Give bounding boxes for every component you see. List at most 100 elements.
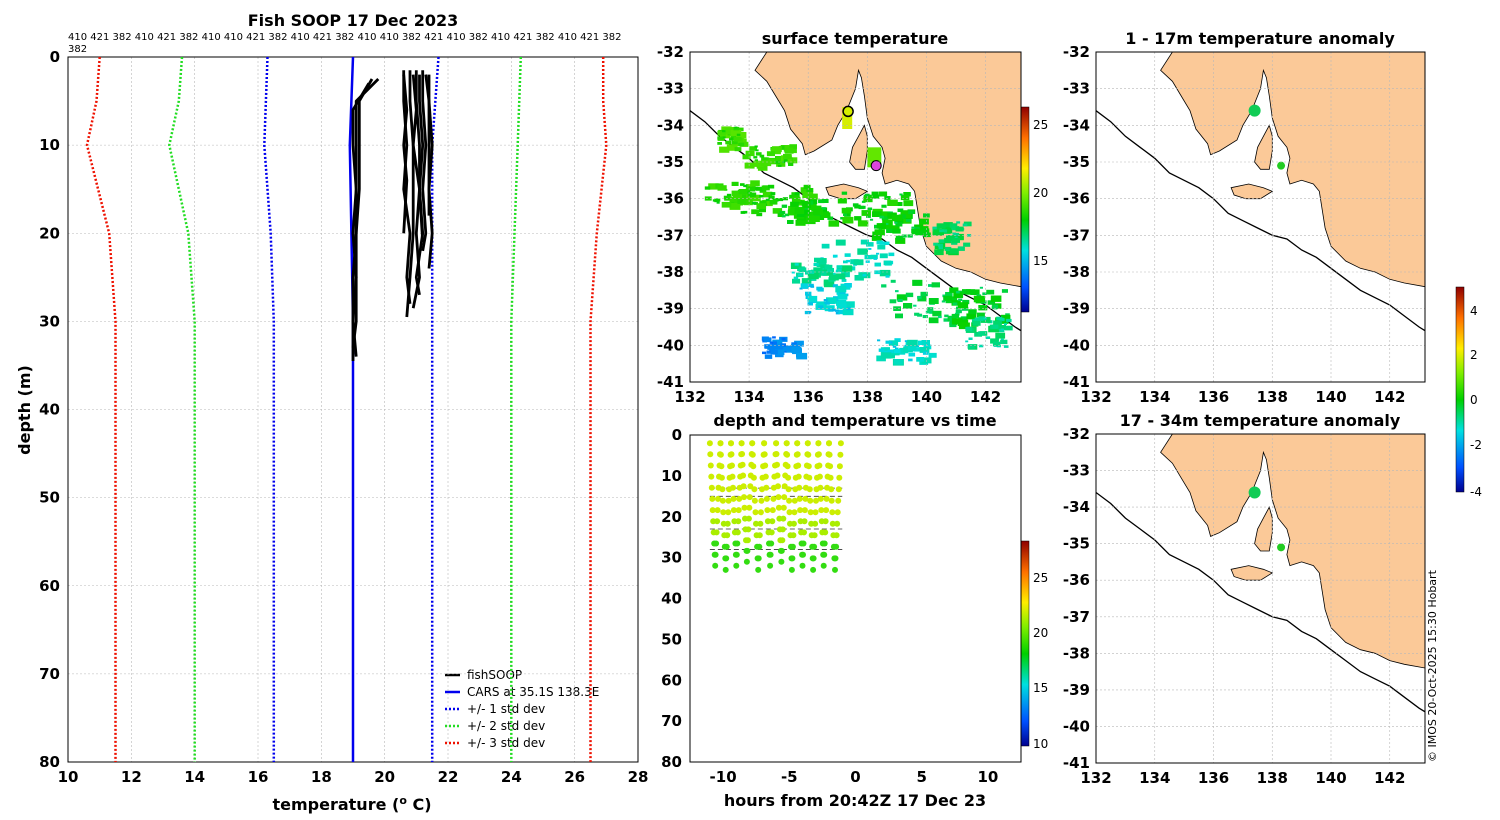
sst-ytick: -34 bbox=[657, 116, 684, 134]
sst-pixel bbox=[761, 160, 772, 167]
sst-pixel bbox=[838, 309, 846, 315]
anom1-ytick: -38 bbox=[1063, 263, 1090, 281]
sst-pixel bbox=[836, 268, 842, 273]
sst-pixel bbox=[929, 310, 935, 314]
sst-pixel bbox=[881, 211, 891, 217]
sst-pixel bbox=[882, 219, 893, 226]
depthtime-point bbox=[773, 440, 780, 447]
profile-series-minus1std bbox=[263, 56, 276, 762]
anom1-map-layer bbox=[1096, 52, 1425, 332]
sst-pixel bbox=[774, 349, 785, 356]
depthtime-point bbox=[723, 555, 730, 562]
profile-top-labels-2: 382 bbox=[68, 44, 87, 55]
sst-pixel bbox=[842, 216, 854, 224]
sst-pixel bbox=[796, 212, 805, 217]
depthtime-point bbox=[790, 532, 797, 539]
depthtime-point bbox=[815, 451, 822, 458]
sst-pixel bbox=[955, 309, 962, 314]
depthtime-point bbox=[750, 463, 757, 470]
sst-pixel bbox=[877, 244, 886, 250]
sst-pixel bbox=[871, 235, 882, 241]
sst-pixel bbox=[992, 341, 1001, 347]
sst-pixel bbox=[814, 257, 822, 263]
sst-pixel bbox=[982, 292, 987, 295]
sst-pixel bbox=[990, 338, 999, 344]
anom2-kangaroo-island bbox=[1230, 565, 1274, 581]
sst-yorke-peninsula bbox=[849, 124, 868, 170]
depthtime-point bbox=[745, 526, 752, 533]
sst-pixel bbox=[897, 298, 903, 302]
sst-pixel bbox=[993, 320, 1002, 326]
anom-cbar-tick-m2: -2 bbox=[1470, 438, 1482, 452]
depthtime-point bbox=[741, 504, 748, 511]
sst-pixel bbox=[824, 264, 833, 270]
sst-pixel bbox=[730, 129, 742, 137]
depthtime-point bbox=[785, 486, 792, 493]
profile-xtick: 12 bbox=[121, 768, 142, 786]
sst-pixel bbox=[906, 218, 911, 222]
sst-pixel bbox=[944, 237, 953, 244]
anom-colorbar bbox=[1455, 286, 1465, 493]
sst-pixel bbox=[965, 340, 969, 343]
anom1-ytick: -35 bbox=[1063, 153, 1090, 171]
profile-ytick: 60 bbox=[39, 577, 60, 595]
sst-pixel bbox=[884, 196, 891, 200]
sst-pixel bbox=[783, 153, 792, 160]
depthtime-ytick: 20 bbox=[661, 508, 682, 526]
sst-pixel bbox=[913, 347, 922, 352]
profile-legend: fishSOOP CARS at 35.1S 138.3E +/- 1 std … bbox=[445, 668, 599, 750]
sst-pixel bbox=[783, 345, 792, 351]
sst-pixel bbox=[841, 272, 850, 278]
sst-pixel bbox=[755, 152, 762, 156]
sst-pixel bbox=[893, 349, 901, 354]
depthtime-point bbox=[774, 461, 780, 468]
sst-pixel bbox=[827, 268, 834, 273]
sst-pixel bbox=[761, 185, 770, 191]
depthtime-point bbox=[714, 507, 721, 514]
sst-pixel bbox=[762, 191, 773, 198]
sst-pixel bbox=[766, 350, 772, 354]
depthtime-point bbox=[784, 463, 791, 470]
depthtime-point bbox=[785, 474, 792, 481]
sst-pixel bbox=[737, 127, 744, 132]
sst-pixel bbox=[863, 196, 873, 203]
sst-pixel bbox=[880, 352, 892, 359]
depthtime-point bbox=[723, 543, 730, 550]
depthtime-point bbox=[823, 507, 830, 514]
profile-ylabel: depth (m) bbox=[15, 365, 34, 455]
sst-pixel bbox=[885, 340, 891, 344]
depthtime-point bbox=[750, 474, 757, 481]
depthtime-point bbox=[756, 543, 763, 550]
depthtime-point bbox=[722, 566, 729, 573]
depthtime-point bbox=[827, 474, 834, 481]
depthtime-ytick: 50 bbox=[661, 630, 682, 648]
sst-pixel bbox=[772, 208, 783, 214]
depthtime-point bbox=[778, 547, 785, 554]
sst-land bbox=[754, 52, 1021, 288]
depthtime-point bbox=[783, 440, 790, 447]
sst-pixel bbox=[740, 211, 746, 214]
sst-pixel bbox=[894, 221, 898, 224]
depthtime-point bbox=[758, 497, 765, 504]
sst-pixel bbox=[767, 345, 775, 350]
sst-pixel bbox=[802, 191, 814, 198]
sst-pixel bbox=[892, 214, 903, 221]
depthtime-ytick: 70 bbox=[661, 712, 682, 730]
sst-pixel bbox=[919, 347, 930, 353]
depthtime-point bbox=[826, 451, 833, 458]
sst-pixel bbox=[864, 255, 872, 260]
sst-pixel bbox=[827, 216, 834, 220]
sst-pixel bbox=[889, 299, 897, 304]
depthtime-point bbox=[734, 529, 741, 536]
sst-pixel bbox=[908, 210, 915, 214]
sst-pixel bbox=[743, 184, 748, 188]
depthtime-point bbox=[730, 484, 736, 491]
depthtime-point bbox=[769, 518, 776, 525]
sst-pixel bbox=[750, 180, 760, 187]
profile-ytick: 10 bbox=[39, 136, 60, 154]
sst-pixel bbox=[821, 243, 830, 249]
depthtime-point bbox=[735, 518, 742, 525]
sst-pixel bbox=[925, 310, 931, 314]
depthtime-point bbox=[755, 555, 762, 562]
depthtime-point bbox=[730, 507, 737, 514]
